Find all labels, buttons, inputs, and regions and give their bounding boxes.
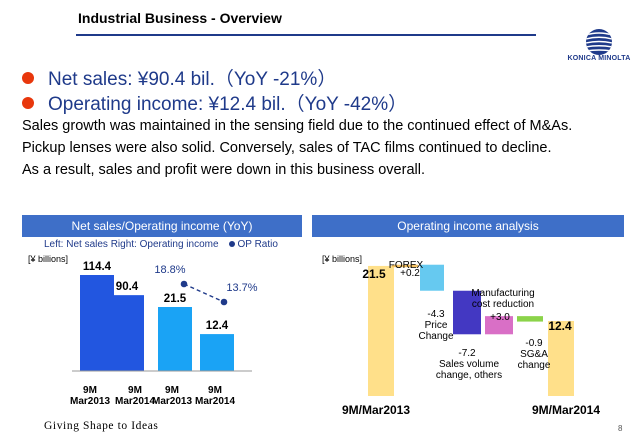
- tick-label: 9M Mar2013: [152, 385, 192, 407]
- step-label: SG&A change: [518, 349, 551, 371]
- op-ratio-line: [183, 283, 225, 303]
- operating-income-analysis-header: Operating income analysis: [312, 215, 624, 237]
- operating-income-waterfall-chart: 21.5 +0.2 -4.3 -7.2 +3.0 -0.9 12.4 FOREX Price Ch…: [342, 260, 600, 417]
- title-underline: [76, 34, 536, 36]
- bar: [80, 275, 114, 371]
- page-number: 8: [618, 424, 623, 433]
- summary-line: As a result, sales and profit were down …: [22, 162, 425, 178]
- chart-legend: Left: Net sales Right: Operating income O…: [44, 239, 278, 250]
- summary-line: Sales growth was maintained in the sensi…: [22, 118, 573, 134]
- waterfall-bar: [420, 264, 444, 291]
- waterfall-bar: [517, 316, 543, 322]
- value-label: -4.3: [427, 309, 445, 320]
- logo-wordmark: KONICA MINOLTA: [567, 55, 631, 62]
- right-unit-label: [¥ billions]: [322, 254, 363, 264]
- value-label: 12.4: [548, 319, 572, 333]
- legend-dot-icon: [228, 241, 235, 248]
- footer-tagline: Giving Shape to Ideas: [44, 420, 159, 432]
- tick-label: 9M Mar2013: [70, 385, 110, 407]
- step-label: Price Change: [418, 320, 453, 342]
- legend-op-ratio: OP Ratio: [237, 239, 278, 250]
- left-unit-label: [¥ billions]: [28, 254, 69, 264]
- waterfall-bar: [368, 265, 394, 396]
- op-ratio-point: [220, 298, 228, 306]
- value-label: +0.2: [400, 268, 420, 279]
- bullet-text: Net sales: ¥90.4 bil.（YoY -21%）: [48, 69, 337, 90]
- bullet-operating-income: Operating income: ¥12.4 bil.（YoY -42%）: [22, 89, 407, 116]
- op-ratio-label: 13.7%: [226, 282, 257, 294]
- bullet-dot-icon: [22, 96, 34, 109]
- legend-text: Left: Net sales Right: Operating income: [44, 239, 219, 250]
- data-label: 12.4: [206, 320, 229, 332]
- step-label: FOREX: [389, 260, 424, 271]
- waterfall-bar: [548, 320, 574, 396]
- data-label: 114.4: [83, 261, 112, 273]
- op-ratio-label: 18.8%: [154, 264, 185, 276]
- waterfall-bar: [453, 290, 481, 335]
- bullet-dot-icon: [22, 71, 34, 84]
- konica-minolta-logo: [568, 26, 630, 66]
- value-label: +3.0: [490, 312, 510, 323]
- value-label: -7.2: [458, 348, 476, 359]
- value-label: 21.5: [362, 267, 386, 281]
- tick-label: 9M Mar2014: [195, 385, 235, 407]
- waterfall-bar: [392, 264, 418, 268]
- bar: [158, 307, 192, 371]
- bullet-text: Operating income: ¥12.4 bil.（YoY -42%）: [48, 94, 408, 115]
- net-sales-panel-header: Net sales/Operating income (YoY): [22, 215, 302, 237]
- waterfall-bar: [485, 316, 513, 335]
- page-title: Industrial Business - Overview: [78, 10, 282, 26]
- step-label: Sales volume change, others: [436, 359, 502, 381]
- tick-label: 9M Mar2014: [115, 385, 155, 407]
- bar: [200, 334, 234, 371]
- data-label: 21.5: [164, 293, 187, 305]
- value-label: -0.9: [525, 338, 543, 349]
- step-label: Manufacturing cost reduction: [471, 288, 534, 310]
- summary-line: Pickup lenses were also solid. Conversel…: [22, 140, 552, 156]
- data-label: 90.4: [116, 281, 139, 293]
- op-ratio-point: [180, 280, 188, 288]
- bullet-net-sales: Net sales: ¥90.4 bil.（YoY -21%）: [22, 64, 336, 91]
- axis-label: 9M/Mar2014: [532, 403, 600, 417]
- axis-label: 9M/Mar2013: [342, 403, 410, 417]
- bar: [110, 295, 144, 371]
